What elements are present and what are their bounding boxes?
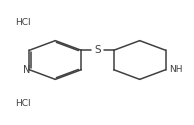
Text: NH: NH	[169, 65, 182, 74]
Text: HCl: HCl	[16, 18, 31, 27]
Text: HCl: HCl	[16, 99, 31, 108]
Text: N: N	[23, 65, 30, 75]
Text: S: S	[94, 45, 101, 55]
